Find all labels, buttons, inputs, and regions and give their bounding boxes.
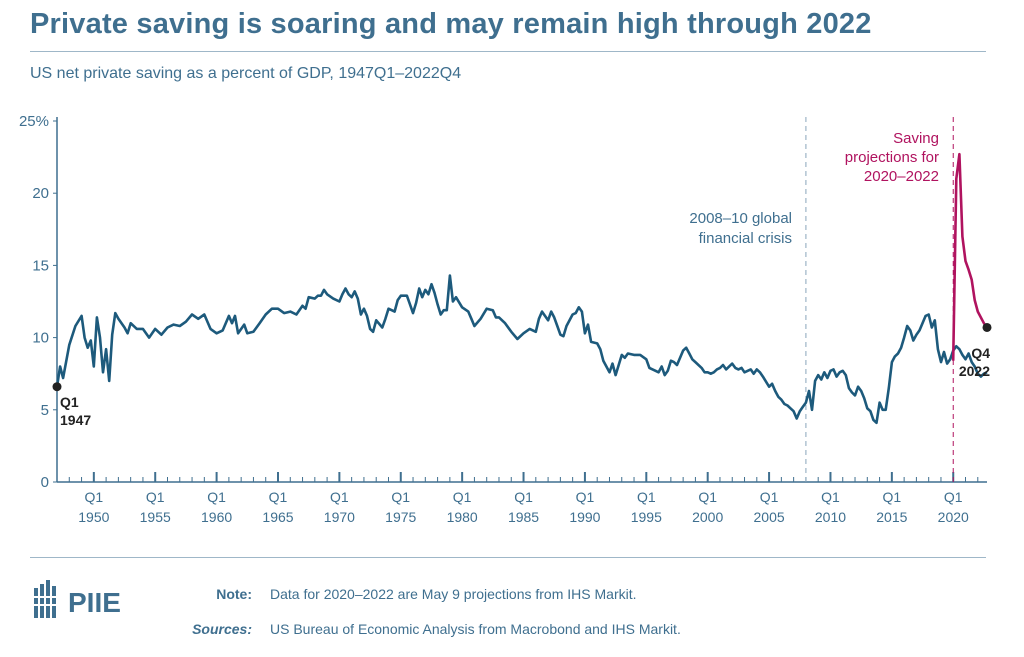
x-tick-quarter-label: Q1	[821, 489, 840, 505]
x-tick-label: 2010	[815, 509, 846, 525]
x-tick-quarter-label: Q1	[637, 489, 656, 505]
x-tick-label: 1980	[447, 509, 478, 525]
sources-text: US Bureau of Economic Analysis from Macr…	[270, 621, 681, 637]
chart-subtitle: US net private saving as a percent of GD…	[30, 65, 462, 82]
x-tick-quarter-label: Q1	[883, 489, 902, 505]
x-tick-label: 1970	[324, 509, 355, 525]
historical-series-line	[55, 274, 988, 425]
y-tick-label: 15	[32, 257, 49, 274]
y-tick-label: 25%	[19, 113, 49, 130]
x-tick-label: 1955	[140, 509, 171, 525]
x-tick-label: 1950	[78, 509, 109, 525]
x-tick-quarter-label: Q1	[269, 489, 288, 505]
crisis-label-line1: 2008–10 global	[689, 210, 792, 227]
logo-mark-icon	[32, 580, 58, 618]
x-tick-label: 1990	[569, 509, 600, 525]
crisis-label-line2: financial crisis	[699, 230, 792, 247]
x-tick-quarter-label: Q1	[514, 489, 533, 505]
piie-logo: PIIE	[32, 580, 121, 618]
end-label-year: 2022	[959, 363, 990, 379]
title-divider	[30, 51, 986, 52]
x-tick-quarter-label: Q1	[146, 489, 165, 505]
start-label-quarter: Q1	[60, 394, 79, 410]
sources-label: Sources:	[192, 621, 252, 637]
x-tick-quarter-label: Q1	[84, 489, 103, 505]
y-tick-label: 5	[41, 402, 49, 419]
start-label-year: 1947	[60, 412, 91, 428]
start-point-marker	[52, 382, 62, 392]
x-tick-label: 2020	[938, 509, 969, 525]
projection-series-line	[951, 152, 989, 361]
note-label: Note:	[216, 586, 252, 602]
x-tick-label: 2000	[692, 509, 723, 525]
x-tick-quarter-label: Q1	[944, 489, 963, 505]
y-tick-label: 10	[32, 330, 49, 347]
x-tick-quarter-label: Q1	[391, 489, 410, 505]
end-label-quarter: Q4	[971, 345, 990, 361]
x-tick-quarter-label: Q1	[576, 489, 595, 505]
projection-label-line2: projections for	[845, 149, 939, 166]
x-tick-quarter-label: Q1	[207, 489, 226, 505]
projection-label-line1: Saving	[893, 130, 939, 147]
x-tick-label: 1985	[508, 509, 539, 525]
x-tick-quarter-label: Q1	[698, 489, 717, 505]
x-tick-label: 1995	[631, 509, 662, 525]
x-tick-quarter-label: Q1	[330, 489, 349, 505]
chart-title: Private saving is soaring and may remain…	[30, 8, 872, 40]
x-tick-label: 1960	[201, 509, 232, 525]
line-chart: 0 5 10 15 20 25% Q1 1950 Q1 1955 Q1 1960 Q1 1965 Q1 197…	[19, 113, 992, 525]
note-text: Data for 2020–2022 are May 9 projections…	[270, 586, 637, 602]
x-tick-label: 2015	[876, 509, 907, 525]
end-point-marker	[982, 322, 992, 332]
footer-divider	[30, 557, 986, 558]
x-tick-label: 1975	[385, 509, 416, 525]
x-tick-label: 2005	[754, 509, 785, 525]
y-tick-label: 20	[32, 185, 49, 202]
x-tick-label: 1965	[262, 509, 293, 525]
projection-label-line3: 2020–2022	[864, 168, 939, 185]
logo-text: PIIE	[68, 587, 121, 618]
y-tick-label: 0	[41, 474, 49, 491]
x-tick-quarter-label: Q1	[760, 489, 779, 505]
x-tick-quarter-label: Q1	[453, 489, 472, 505]
